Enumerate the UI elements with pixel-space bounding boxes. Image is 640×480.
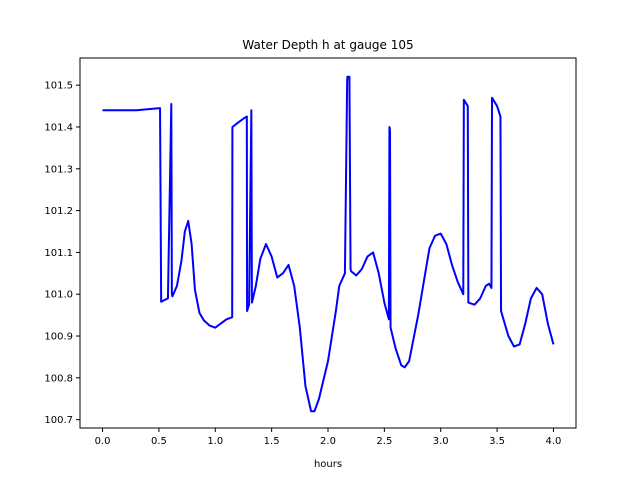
y-tick-label: 101.3 bbox=[44, 164, 73, 175]
series-line bbox=[102, 75, 555, 413]
x-tick-label: 0.0 bbox=[95, 436, 111, 447]
x-tick-label: 1.5 bbox=[264, 436, 280, 447]
y-tick-label: 100.7 bbox=[44, 415, 73, 426]
y-tick-label: 101.0 bbox=[44, 290, 73, 301]
y-tick-label: 101.2 bbox=[44, 206, 73, 217]
chart-title: Water Depth h at gauge 105 bbox=[242, 38, 413, 52]
y-axis: 100.7 100.8 100.9 101.0 101.1 101.2 101.3 101.4… bbox=[44, 81, 80, 426]
y-tick-label: 101.5 bbox=[44, 81, 73, 92]
x-tick-label: 0.5 bbox=[151, 436, 167, 447]
x-tick-label: 4.0 bbox=[546, 436, 562, 447]
x-axis-label: hours bbox=[314, 459, 342, 470]
x-axis: 0.0 0.5 1.0 1.5 2.0 2.5 3.0 3.5 4.0 bbox=[95, 428, 562, 447]
y-tick-label: 101.4 bbox=[44, 122, 73, 133]
x-tick-label: 2.0 bbox=[320, 436, 336, 447]
x-tick-label: 3.5 bbox=[489, 436, 505, 447]
y-tick-label: 100.9 bbox=[44, 332, 73, 343]
x-tick-label: 3.0 bbox=[433, 436, 449, 447]
x-tick-label: 1.0 bbox=[207, 436, 223, 447]
y-tick-label: 100.8 bbox=[44, 373, 73, 384]
x-tick-label: 2.5 bbox=[376, 436, 392, 447]
y-tick-label: 101.1 bbox=[44, 248, 73, 259]
plot-area bbox=[102, 75, 555, 413]
